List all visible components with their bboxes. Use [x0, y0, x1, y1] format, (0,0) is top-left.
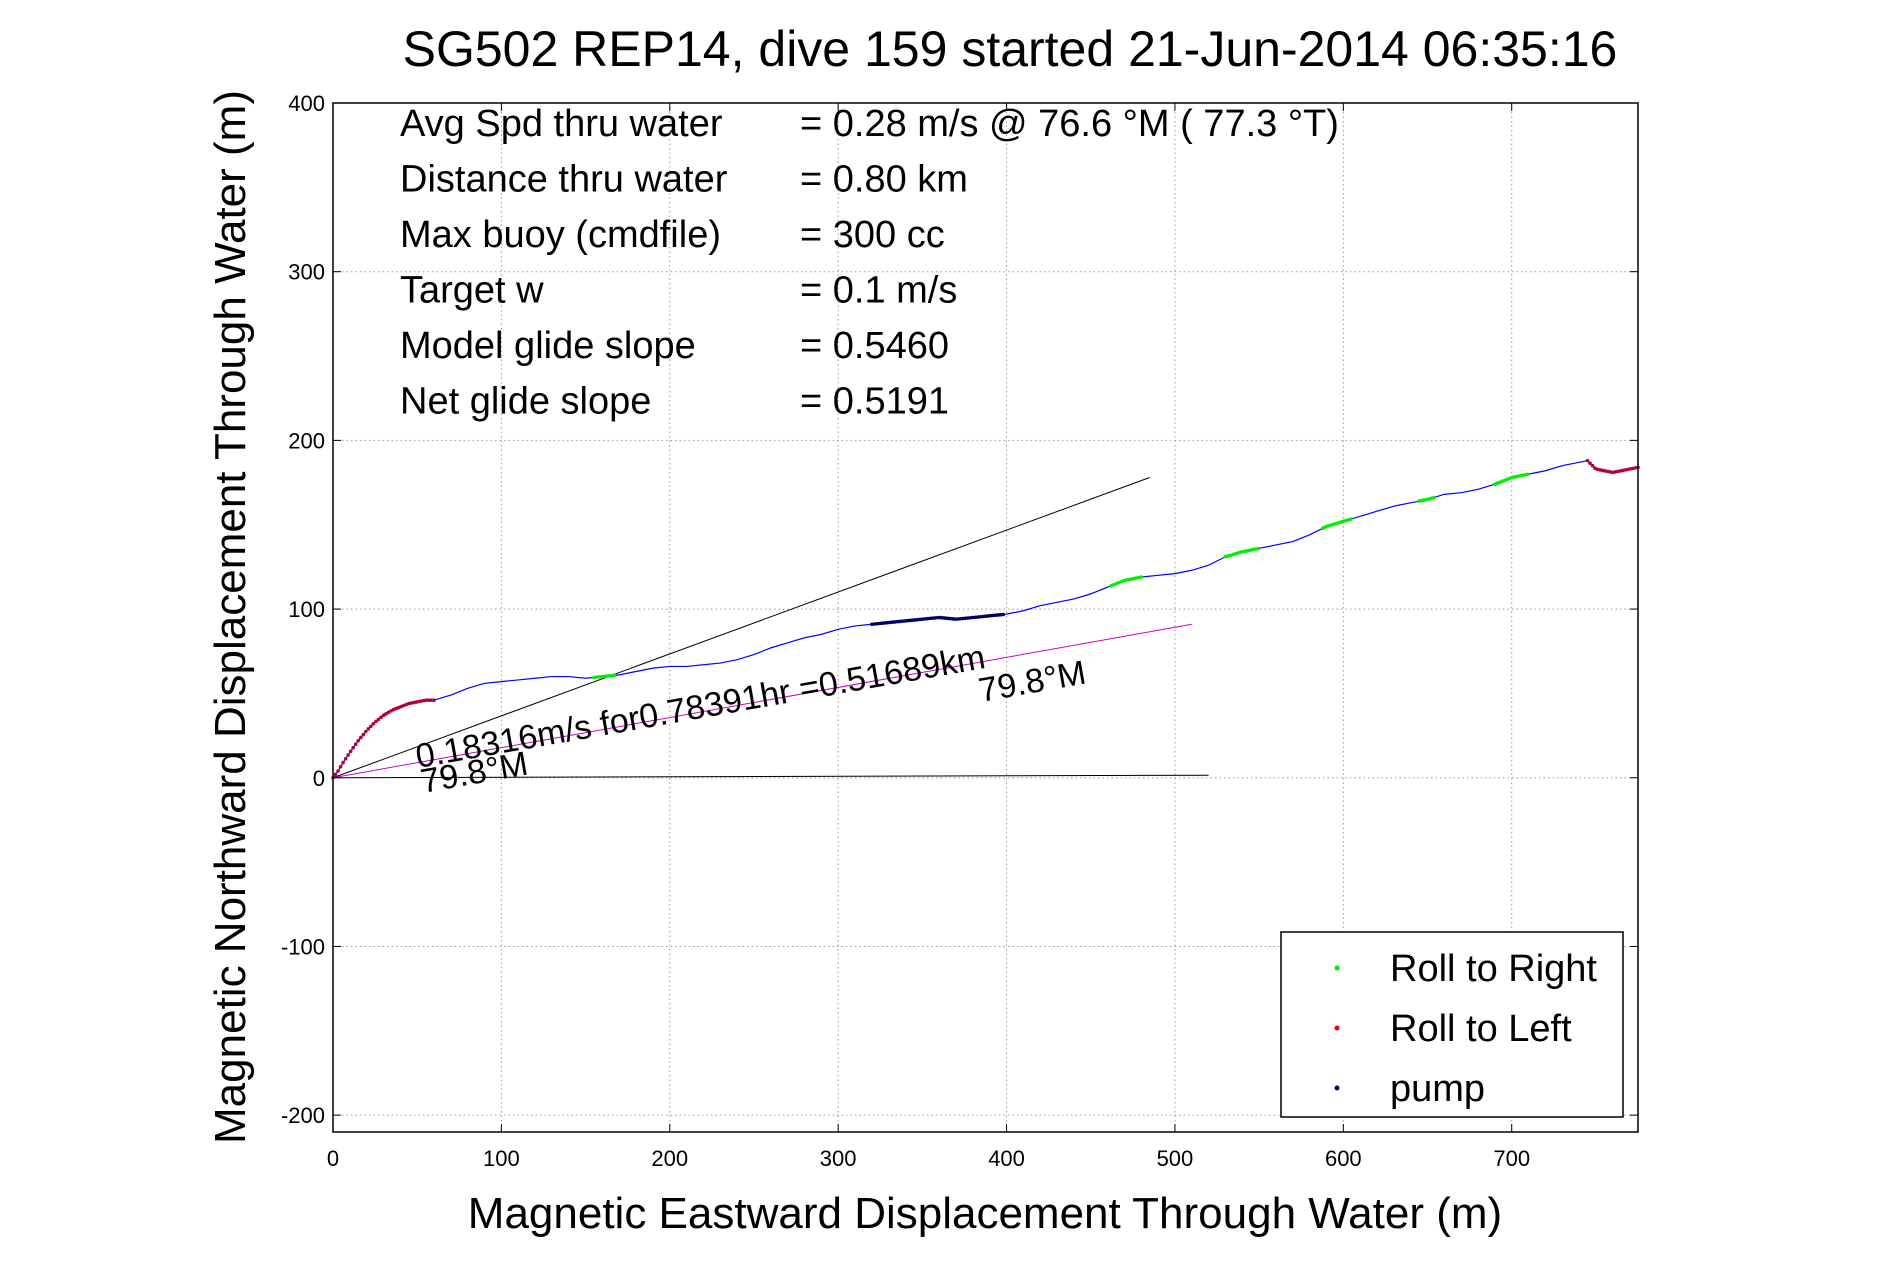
roll-right-point [1525, 472, 1530, 477]
y-tick-label: -200 [281, 1103, 325, 1128]
stat-label: Target w [400, 270, 544, 312]
stat-label: Max buoy (cmdfile) [400, 214, 721, 256]
roll-left-point [366, 727, 371, 731]
legend-marker [1334, 1085, 1340, 1091]
roll-left-point [427, 698, 431, 702]
roll-left-point [1585, 458, 1590, 463]
roll-right-point [1432, 495, 1437, 500]
roll-left-point [346, 753, 350, 757]
pump-point [935, 615, 940, 620]
roll-left-point [1590, 463, 1595, 468]
x-tick-label: 700 [1493, 1146, 1530, 1171]
roll-left-point [341, 760, 345, 765]
y-axis: -200 -100 0 100 200 300 400 [281, 91, 1638, 1128]
roll-left-point [1588, 461, 1592, 465]
y-tick-label: 300 [288, 260, 325, 285]
stat-value: = 0.28 m/s @ 76.6 °M ( 77.3 °T) [800, 103, 1339, 145]
x-tick-label: 600 [1325, 1146, 1362, 1171]
roll-left-point [348, 749, 353, 754]
x-tick-label: 100 [483, 1146, 520, 1171]
legend-label: pump [1390, 1068, 1485, 1110]
y-tick-label: 200 [288, 428, 325, 453]
stat-label: Net glide slope [400, 381, 651, 423]
pump-point [953, 617, 957, 621]
stat-label: Model glide slope [400, 325, 696, 367]
roll-left-point [336, 769, 340, 773]
roll-left-point [374, 719, 378, 724]
roll-left-point [358, 735, 363, 740]
x-tick-label: 400 [988, 1146, 1025, 1171]
stat-label: Distance thru water [400, 159, 728, 201]
roll-right-point [1256, 546, 1261, 551]
x-axis-label: Magnetic Eastward Displacement Through W… [468, 1189, 1502, 1238]
grid [333, 103, 1638, 1132]
y-tick-label: 100 [288, 597, 325, 622]
y-tick-label: 400 [288, 91, 325, 116]
legend-label: Roll to Right [1390, 948, 1597, 990]
roll-left-point [361, 732, 366, 737]
roll-left-point [424, 698, 429, 702]
x-tick-label: 0 [327, 1146, 339, 1171]
roll-left-point [343, 756, 348, 761]
legend-marker [1334, 1025, 1340, 1031]
y-tick-label: -100 [281, 934, 325, 959]
roll-left-point [432, 698, 436, 702]
x-axis: 0 100 200 300 400 500 600 700 [327, 103, 1530, 1171]
roll-left-point [356, 738, 361, 743]
roll-left-point [333, 772, 338, 777]
stat-value: = 0.5460 [800, 325, 949, 367]
roll-right-point [1349, 517, 1353, 521]
plot-frame [332, 102, 1639, 1133]
legend: Roll to Right Roll to Left pump [1280, 931, 1624, 1118]
roll-left-point [338, 764, 343, 769]
stats-block: Avg Spd thru water = 0.28 m/s @ 76.6 °M (… [400, 103, 1339, 423]
y-tick-label: 0 [313, 766, 325, 791]
x-tick-label: 500 [1157, 1146, 1194, 1171]
roll-left-point [351, 745, 356, 750]
pump-point [1001, 612, 1005, 617]
stat-value: = 0.5191 [800, 381, 949, 423]
legend-label: Roll to Left [1390, 1008, 1572, 1050]
legend-marker [1334, 965, 1340, 971]
current-line [332, 623, 1192, 779]
roll-left-point [379, 715, 383, 720]
stat-value: = 0.1 m/s [800, 270, 957, 312]
axis-zero-line [332, 774, 1209, 779]
roll-left-point [376, 717, 381, 722]
y-axis-label: Magnetic Northward Displacement Through … [206, 90, 255, 1144]
roll-left-point [429, 698, 434, 702]
roll-left-point [364, 729, 368, 734]
model-glide-line [332, 477, 1150, 779]
stat-value: = 0.80 km [800, 159, 968, 201]
roll-left-point [371, 721, 376, 726]
roll-right-point [1139, 575, 1144, 579]
track-layer [331, 458, 1640, 780]
roll-left-point [353, 742, 358, 746]
stat-label: Avg Spd thru water [400, 103, 723, 145]
reference-lines [332, 477, 1209, 779]
x-tick-label: 200 [651, 1146, 688, 1171]
roll-left-point [369, 724, 373, 729]
stat-value: = 300 cc [800, 214, 945, 256]
chart-title: SG502 REP14, dive 159 started 21-Jun-201… [403, 21, 1618, 77]
roll-right-point [612, 673, 617, 678]
x-tick-label: 300 [820, 1146, 857, 1171]
